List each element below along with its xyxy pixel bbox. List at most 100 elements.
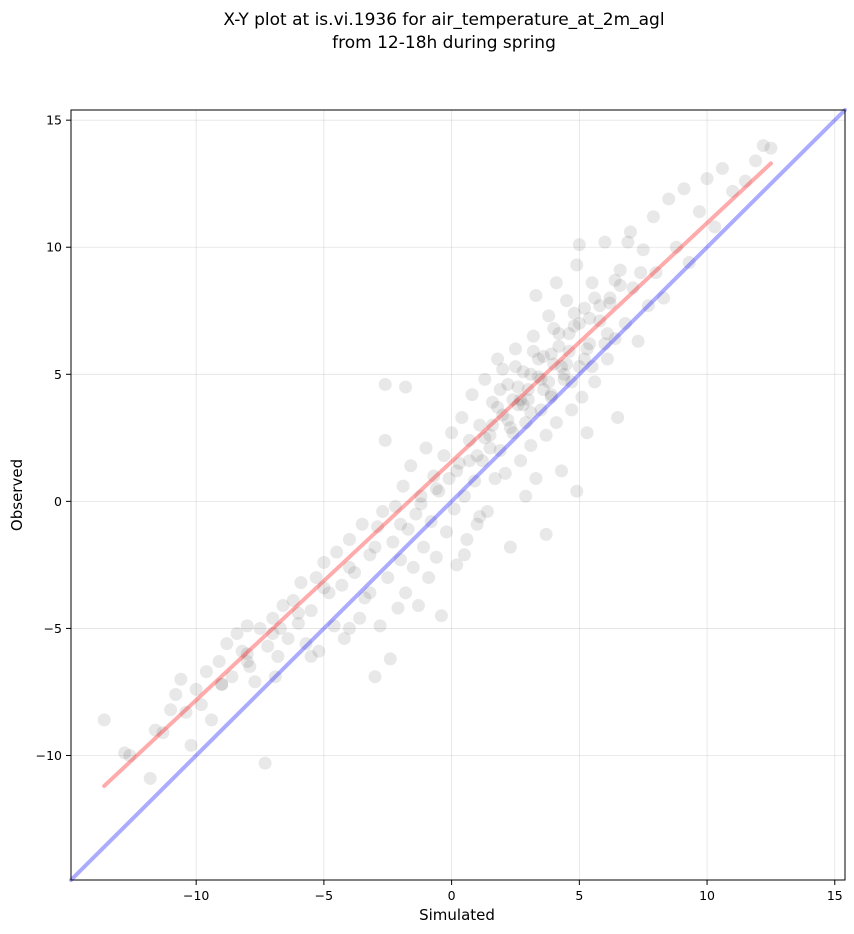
data-point [460,532,474,546]
data-point [468,474,482,488]
data-point [641,299,655,313]
data-point [562,344,576,358]
data-point [386,535,400,549]
data-point [485,395,499,409]
data-point [422,571,436,585]
data-point [317,581,331,595]
data-point [243,660,257,674]
data-point [493,383,507,397]
data-point [623,225,637,239]
data-point [726,184,740,198]
data-point [575,390,589,404]
x-tick-label: −5 [315,888,333,903]
chart-title-line-2: from 12-18h during spring [332,33,556,53]
data-point [378,377,392,391]
data-point [475,454,489,468]
data-point [118,746,132,760]
data-point [317,555,331,569]
data-point [611,410,625,424]
data-point [309,571,323,585]
data-point [649,266,663,280]
data-point [179,705,193,719]
data-point [621,235,635,249]
data-point [462,433,476,447]
data-point [583,337,597,351]
data-point [588,291,602,305]
data-point [457,489,471,503]
data-point [304,604,318,618]
axis-ticks: −10 −5 0 5 10 15 −10 −5 0 5 10 15 [36,113,843,903]
data-point [524,405,538,419]
data-point [570,258,584,272]
data-point [585,276,599,290]
data-point [514,454,528,468]
data-point [603,296,617,310]
data-point [567,306,581,320]
data-point [529,471,543,485]
regression-fit-line [102,161,773,788]
data-point [531,370,545,384]
data-point [485,418,499,432]
data-point [503,540,517,554]
data-point [516,365,530,379]
data-point [388,499,402,513]
data-point [434,609,448,623]
data-point [353,611,367,625]
x-axis-label: Simulated [419,906,495,924]
data-point [148,723,162,737]
data-point [429,550,443,564]
data-point [537,383,551,397]
data-point [749,154,763,168]
data-point [401,522,415,536]
data-point [429,482,443,496]
data-point [585,360,599,374]
data-point [593,299,607,313]
data-point [560,357,574,371]
data-point [404,459,418,473]
data-point [248,675,262,689]
data-point [572,316,586,330]
data-point [363,548,377,562]
data-point [501,413,515,427]
data-point [478,431,492,445]
data-point [503,421,517,435]
data-point [123,748,137,762]
data-point [419,441,433,455]
data-point [473,418,487,432]
data-point [452,456,466,470]
data-point [557,367,571,381]
data-point [738,174,752,188]
data-point [276,599,290,613]
data-point [478,372,492,386]
data-point [506,426,520,440]
data-point [212,654,226,668]
data-point [496,362,510,376]
data-point [508,342,522,356]
data-point [432,484,446,498]
y-tick-label: −5 [44,621,62,636]
data-point [570,484,584,498]
data-point [519,489,533,503]
data-point [322,586,336,600]
data-point [549,416,563,430]
x-tick-label: 15 [827,888,843,903]
data-point [662,192,676,206]
data-points [97,139,778,785]
data-point [524,438,538,452]
data-point [636,243,650,257]
data-point [355,517,369,531]
data-point [447,502,461,516]
data-point [97,713,111,727]
grid-lines [71,110,845,880]
data-point [634,266,648,280]
data-point [549,276,563,290]
data-point [560,294,574,308]
data-point [600,352,614,366]
data-point [294,576,308,590]
chart-title-line-1: X-Y plot at is.vi.1936 for air_temperatu… [223,10,664,30]
data-point [199,665,213,679]
data-point [304,649,318,663]
data-point [335,578,349,592]
data-point [342,532,356,546]
